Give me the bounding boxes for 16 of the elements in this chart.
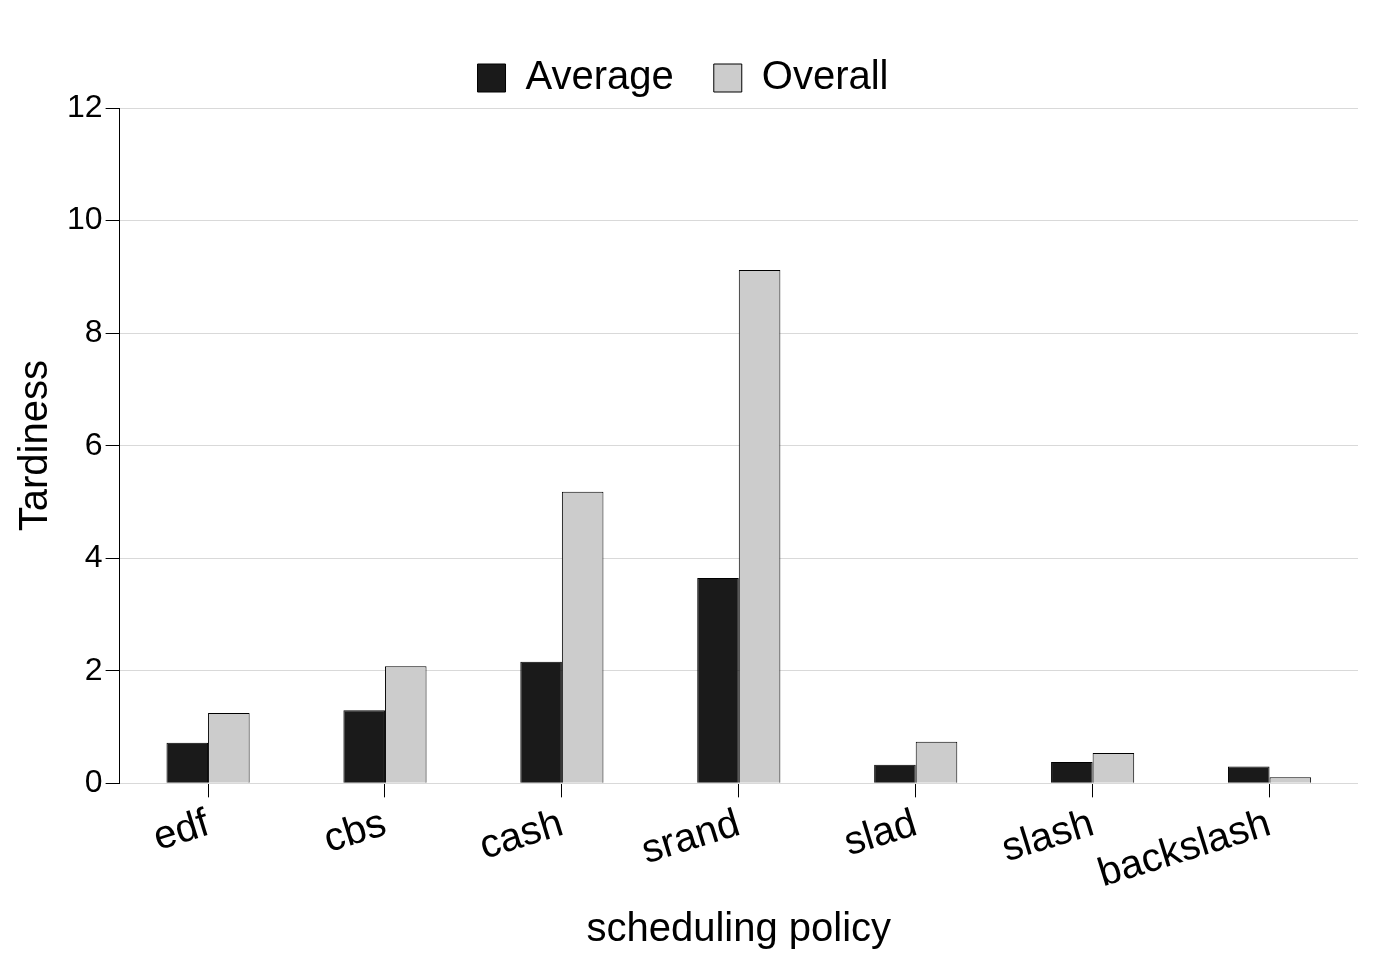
x-axis-title: scheduling policy: [586, 905, 892, 950]
y-axis-title: Tardiness: [11, 360, 56, 532]
x-tick-label: edf: [147, 799, 215, 858]
x-tick-label: slad: [838, 799, 922, 864]
y-tick-label: 4: [84, 538, 103, 575]
x-tick-label: srand: [635, 799, 745, 872]
legend-label: Overall: [761, 53, 889, 98]
x-tick-label: cbs: [318, 799, 391, 860]
legend-label: Average: [525, 53, 674, 98]
y-tick-label: 2: [84, 650, 103, 687]
y-tick-label: 6: [84, 425, 103, 462]
y-tick-label: 8: [84, 312, 103, 349]
x-tick-label: cash: [473, 799, 568, 867]
y-tick-label: 0: [84, 763, 103, 800]
y-tick-label: 12: [67, 87, 103, 124]
y-tick-label: 10: [67, 200, 103, 237]
